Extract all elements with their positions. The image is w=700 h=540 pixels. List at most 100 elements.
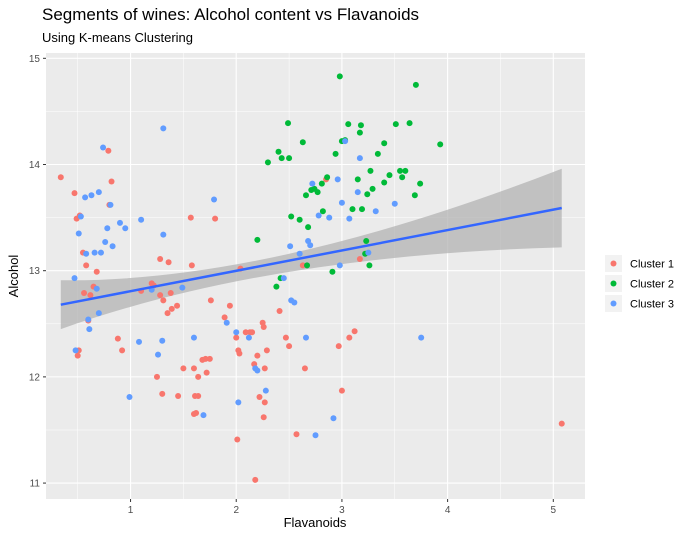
x-tick-label: 4: [445, 505, 451, 516]
point-cluster-3: [126, 394, 133, 401]
point-cluster-1: [195, 373, 202, 380]
point-cluster-1: [256, 394, 263, 401]
point-cluster-2: [302, 192, 309, 199]
point-cluster-1: [286, 343, 293, 350]
point-cluster-2: [354, 176, 361, 183]
point-cluster-2: [369, 185, 376, 192]
point-cluster-1: [71, 190, 78, 197]
point-cluster-2: [406, 120, 413, 127]
point-cluster-1: [226, 302, 233, 309]
point-cluster-2: [332, 150, 339, 157]
point-cluster-3: [307, 242, 314, 249]
point-cluster-3: [336, 262, 343, 269]
y-tick-label: 15: [29, 54, 41, 65]
point-cluster-2: [366, 262, 373, 269]
major-gridlines: [46, 53, 585, 499]
point-cluster-1: [157, 292, 164, 299]
point-cluster-1: [167, 289, 174, 296]
point-cluster-1: [168, 305, 175, 312]
confidence-ribbon-layer: [60, 168, 562, 330]
point-cluster-1: [299, 262, 306, 269]
point-cluster-1: [351, 328, 358, 335]
point-cluster-3: [136, 338, 143, 345]
chart-title: Segments of wines: Alcohol content vs Fl…: [42, 5, 419, 24]
point-cluster-1: [164, 310, 171, 317]
point-cluster-3: [77, 213, 84, 220]
point-cluster-3: [107, 201, 114, 208]
point-cluster-1: [221, 314, 228, 321]
point-cluster-1: [335, 343, 342, 350]
point-cluster-2: [319, 208, 326, 215]
legend-label: Cluster 1: [630, 259, 674, 271]
point-cluster-1: [160, 297, 167, 304]
chart-subtitle: Using K-means Clustering: [42, 30, 193, 45]
point-cluster-1: [87, 292, 94, 299]
point-cluster-3: [104, 225, 111, 232]
point-cluster-2: [304, 262, 311, 269]
point-cluster-3: [95, 189, 102, 196]
y-axis-title: Alcohol: [6, 255, 21, 298]
point-cluster-1: [114, 335, 121, 342]
point-cluster-3: [200, 412, 207, 419]
point-cluster-1: [108, 178, 115, 185]
point-cluster-3: [354, 189, 361, 196]
point-cluster-3: [280, 275, 287, 282]
point-cluster-3: [100, 144, 107, 151]
point-cluster-2: [336, 73, 343, 80]
point-cluster-2: [324, 174, 331, 181]
point-cluster-3: [97, 249, 104, 256]
point-cluster-2: [381, 179, 388, 186]
x-tick-label: 5: [551, 505, 557, 516]
point-cluster-3: [211, 196, 218, 203]
point-cluster-3: [254, 367, 261, 374]
point-cluster-3: [109, 243, 116, 250]
point-cluster-2: [364, 191, 371, 198]
point-cluster-2: [286, 155, 293, 162]
legend-key-point: [610, 260, 617, 267]
point-cluster-3: [309, 180, 316, 187]
point-cluster-2: [381, 140, 388, 147]
point-cluster-3: [334, 176, 341, 183]
point-cluster-2: [275, 148, 282, 155]
point-cluster-3: [160, 231, 167, 238]
point-cluster-1: [157, 256, 164, 263]
point-cluster-1: [242, 329, 249, 336]
point-cluster-3: [95, 310, 102, 317]
point-cluster-1: [190, 411, 197, 418]
point-cluster-3: [86, 326, 93, 333]
point-cluster-2: [392, 121, 399, 128]
point-cluster-1: [203, 369, 210, 376]
point-cluster-1: [301, 365, 308, 372]
point-cluster-3: [302, 334, 309, 341]
point-cluster-1: [212, 215, 219, 222]
point-cluster-1: [105, 147, 112, 154]
point-cluster-3: [179, 284, 186, 291]
point-cluster-3: [291, 299, 298, 306]
point-cluster-3: [315, 212, 322, 219]
confidence-ribbon: [60, 168, 562, 330]
point-cluster-2: [359, 206, 366, 213]
point-cluster-2: [356, 129, 363, 136]
point-cluster-3: [235, 399, 242, 406]
point-cluster-3: [122, 225, 129, 232]
point-cluster-1: [119, 347, 126, 354]
point-cluster-3: [356, 155, 363, 162]
point-cluster-3: [190, 334, 197, 341]
point-cluster-1: [558, 420, 565, 427]
point-cluster-1: [276, 308, 283, 315]
point-cluster-1: [175, 392, 182, 399]
point-cluster-1: [260, 414, 267, 421]
point-cluster-1: [190, 365, 197, 372]
point-cluster-1: [159, 390, 166, 397]
point-cluster-1: [233, 334, 240, 341]
point-cluster-2: [386, 172, 393, 179]
point-cluster-1: [236, 350, 243, 357]
point-cluster-3: [223, 319, 230, 326]
point-cluster-3: [160, 125, 167, 132]
point-cluster-1: [261, 399, 268, 406]
y-tick-label: 11: [30, 479, 41, 490]
point-cluster-1: [263, 347, 270, 354]
point-cluster-3: [85, 316, 92, 323]
legend: Cluster 1 Cluster 2 Cluster 3: [605, 255, 674, 312]
point-cluster-1: [261, 365, 268, 372]
